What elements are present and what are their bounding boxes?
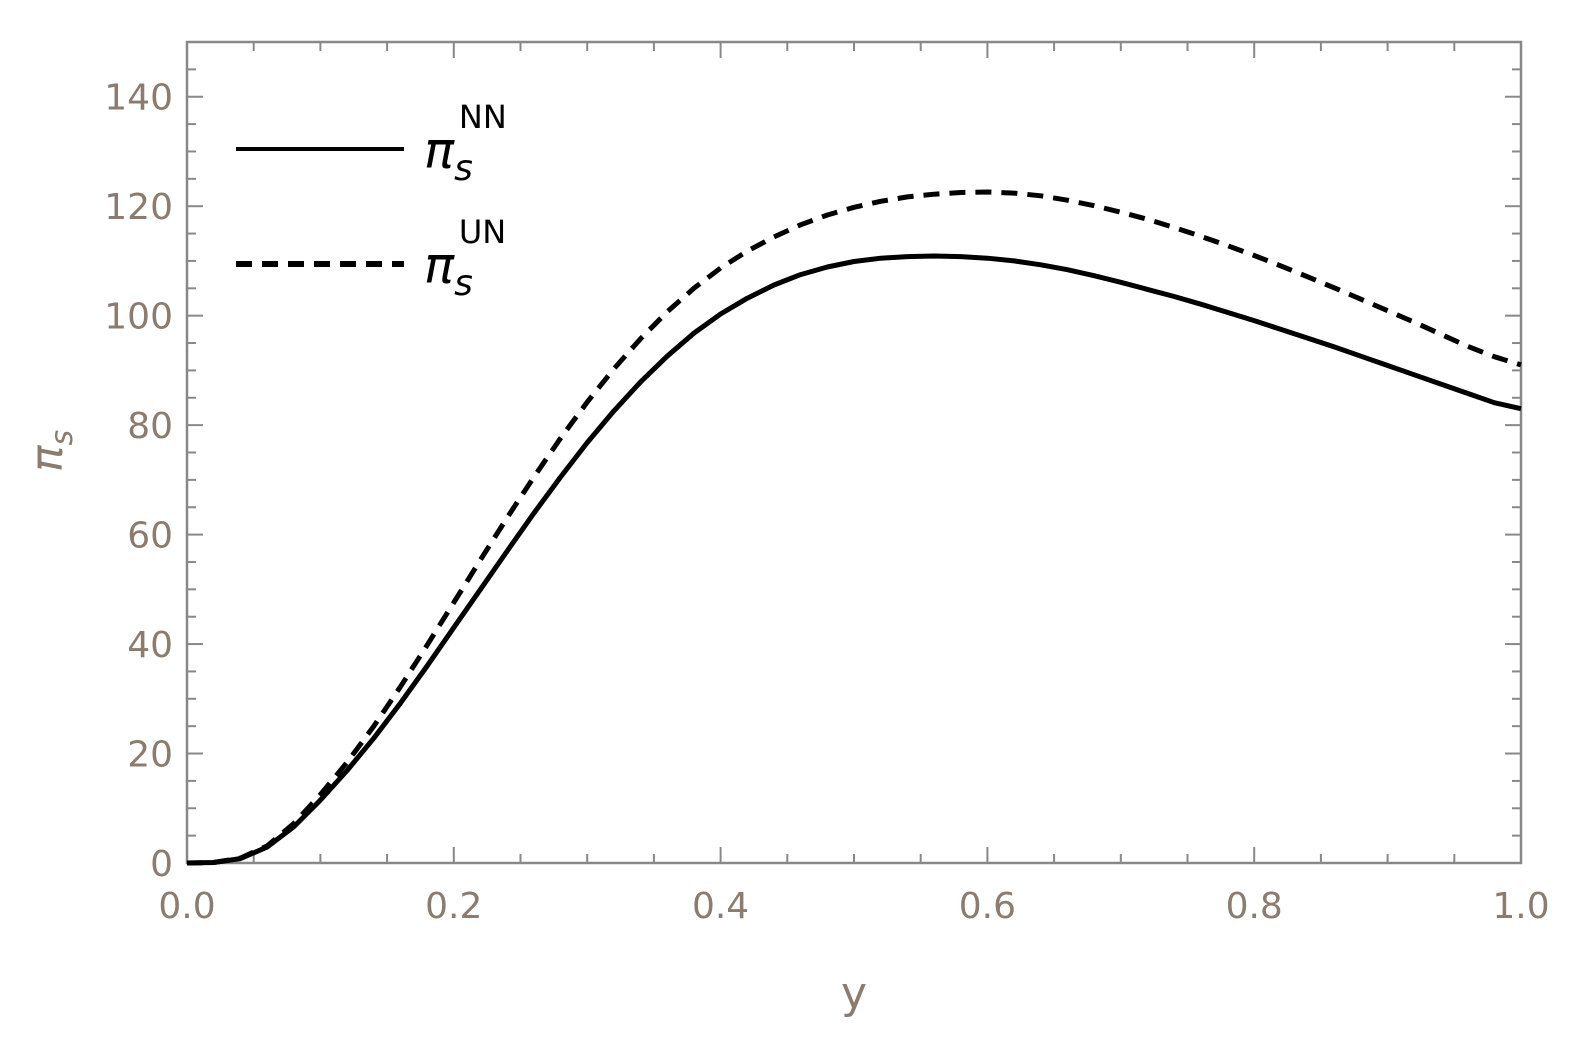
legend-label-nn-sup: NN [459,98,507,136]
y-tick-label: 140 [104,78,173,119]
x-tick-label: 0.8 [1226,886,1283,927]
series-lines [186,189,1522,866]
y-tick-label: 80 [127,406,173,447]
series-line-un [186,189,1522,866]
x-tick-label: 0.0 [158,886,215,927]
y-axis-label: πs [22,430,80,472]
legend-label-un-sup: UN [459,213,506,251]
legend: πsNN πsUN [236,98,507,304]
svg-text:πs: πs [22,430,80,472]
plot-frame [185,40,1523,865]
legend-label-un-base: π [424,237,455,295]
y-axis-label-subscript: s [45,430,80,446]
x-tick-label: 0.4 [692,886,749,927]
x-tick-label: 1.0 [1492,886,1549,927]
y-tick-label: 120 [104,187,173,228]
x-axis-label: y [841,968,867,1019]
x-tick-label: 0.6 [959,886,1016,927]
legend-label-nn-base: π [424,122,455,180]
y-tick-label: 40 [127,625,173,666]
legend-label-nn-sub: s [454,148,473,189]
y-axis-label-base: π [22,444,73,472]
x-tick-label: 0.2 [425,886,482,927]
y-tick-label: 0 [150,844,173,885]
axis-ticks [186,41,1522,864]
y-tick-label: 20 [127,735,173,776]
legend-label-un: πs UN [424,213,506,304]
series-line-nn [186,253,1522,866]
legend-label-un-sub: s [454,263,473,304]
legend-label-nn: πs NN [424,98,507,189]
axis-tick-labels: 0.0 0.2 0.4 0.6 0.8 1.0 0 20 40 60 80 100 120 140 [104,78,1549,927]
y-tick-label: 100 [104,297,173,338]
y-tick-label: 60 [127,516,173,557]
